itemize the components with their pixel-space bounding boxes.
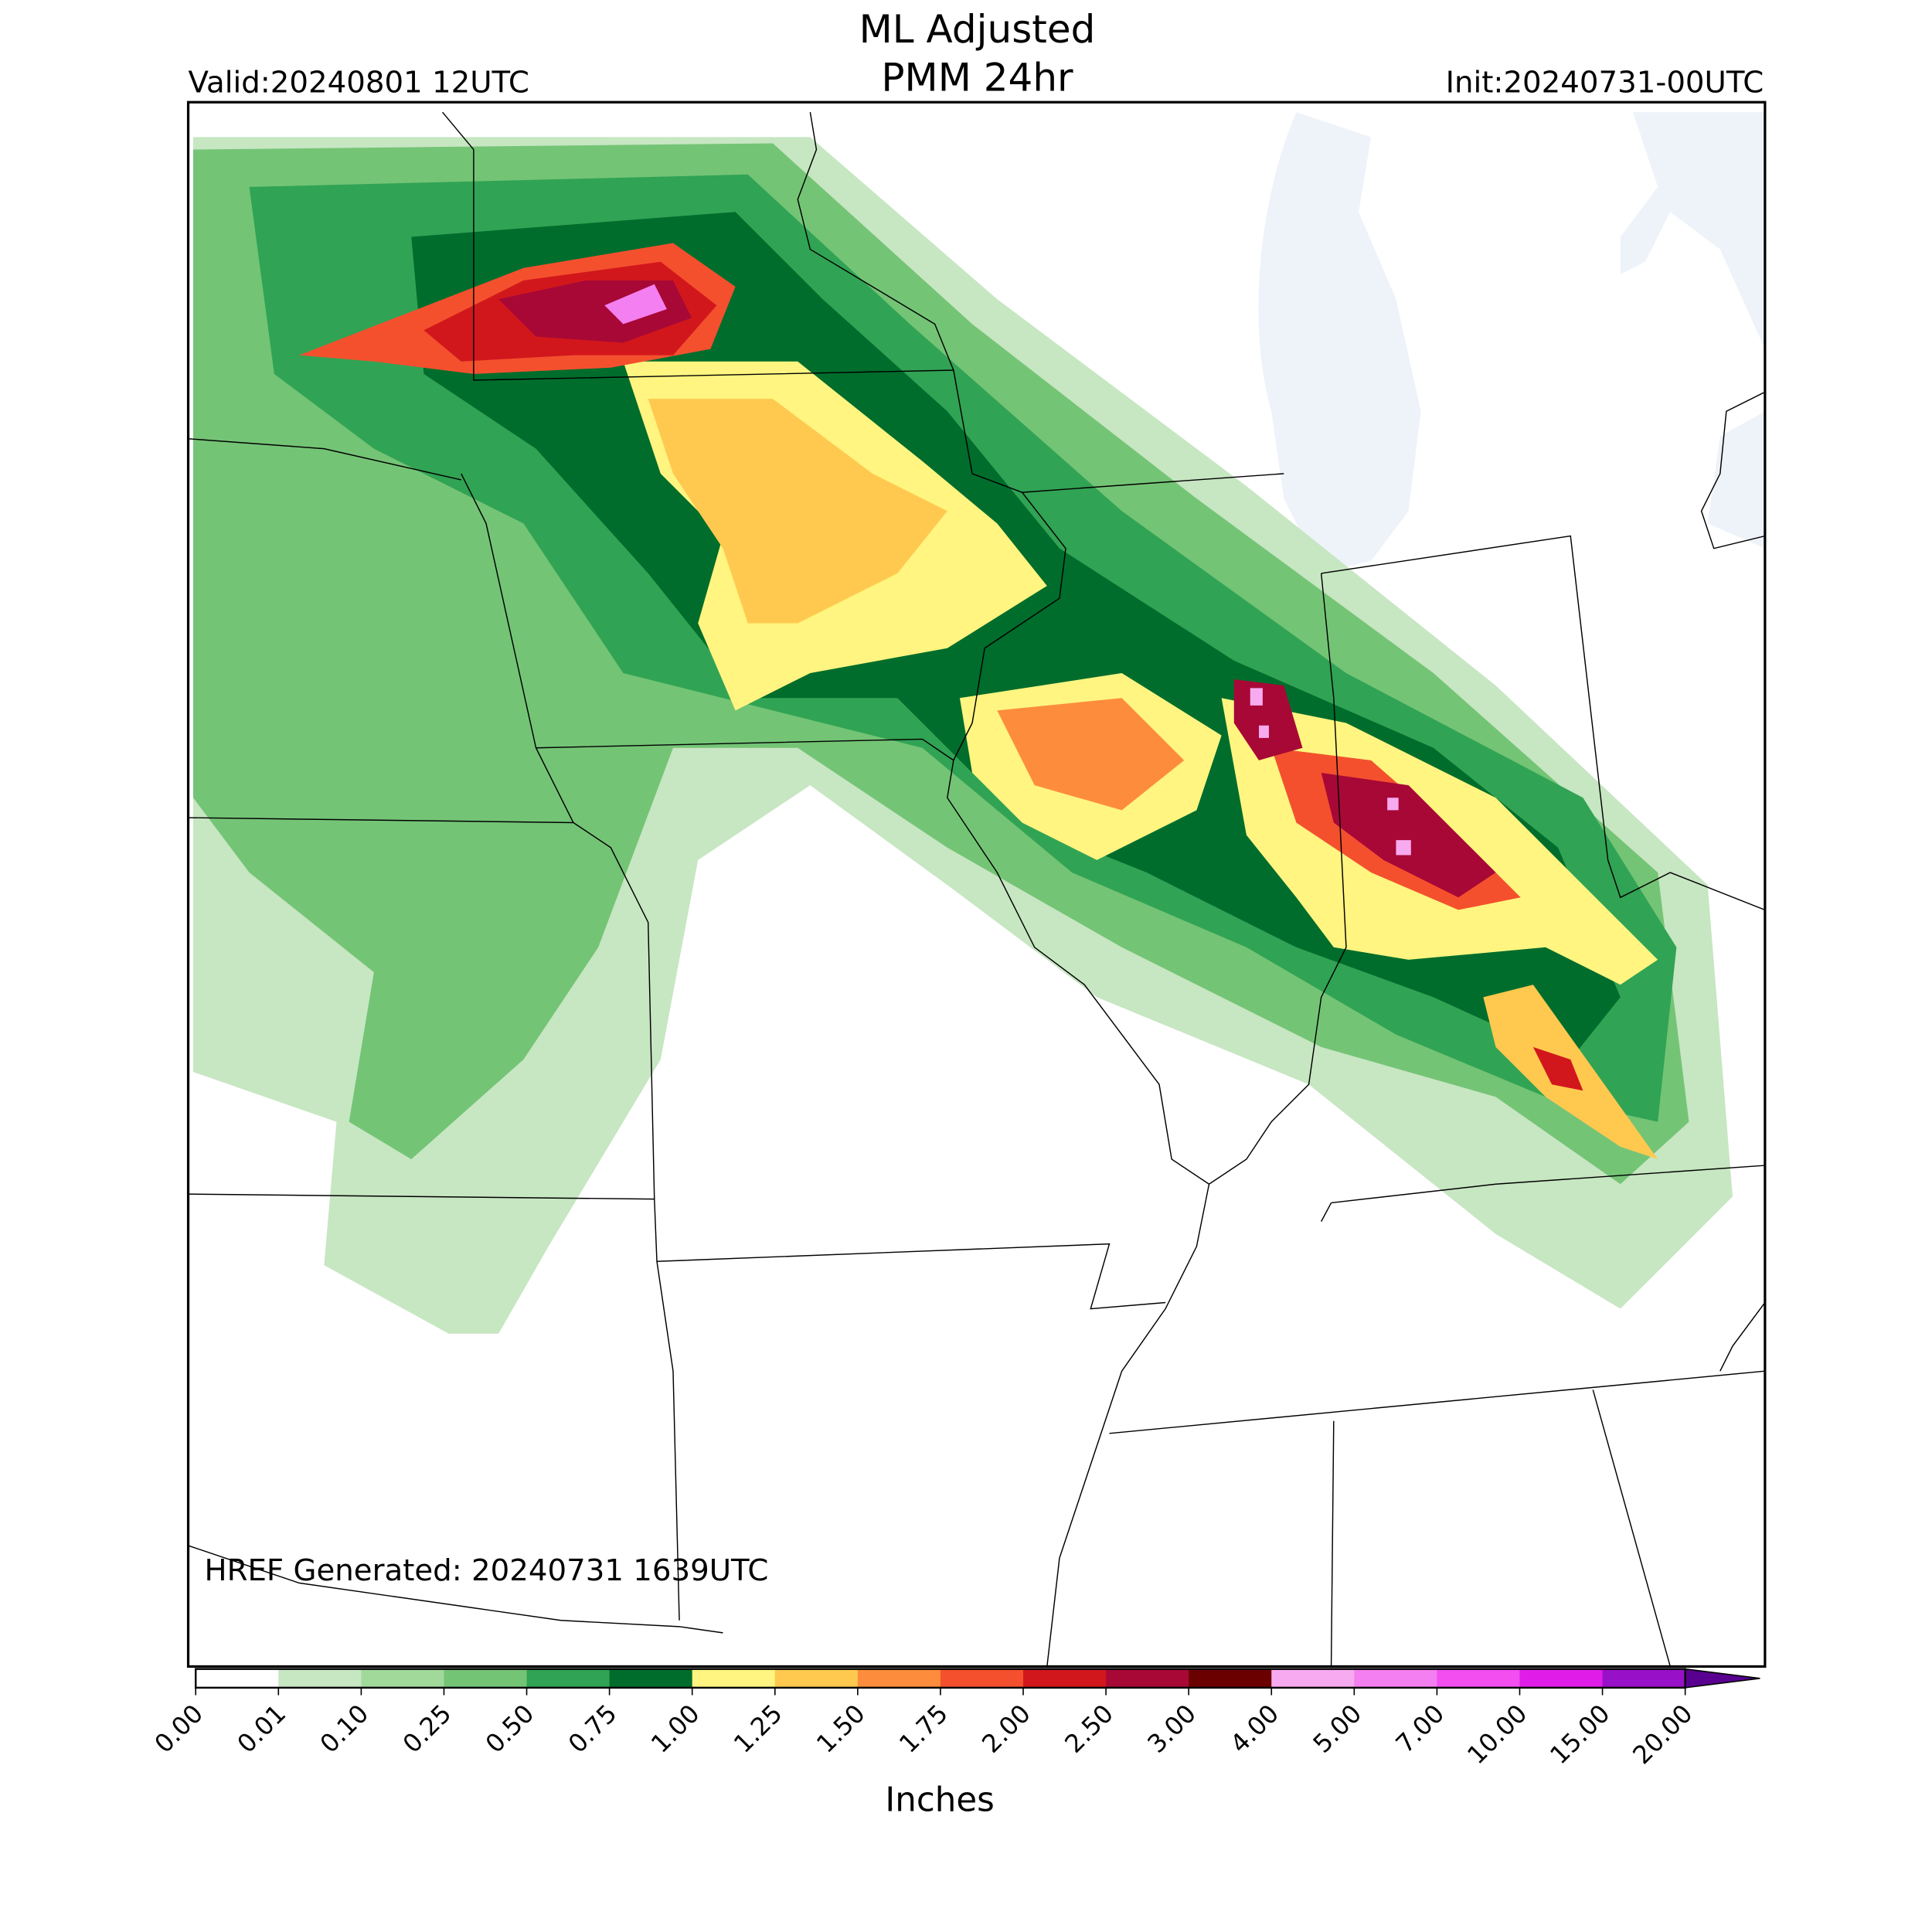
precip-area — [1532, 1046, 1583, 1091]
precip-area — [648, 399, 947, 624]
colorbar-segment — [1189, 1668, 1272, 1688]
colorbar-segment — [1354, 1668, 1437, 1688]
precip-area — [997, 698, 1185, 811]
title: ML Adjusted — [859, 7, 1096, 52]
colorbar-segment — [1602, 1668, 1686, 1688]
precip-area — [1321, 773, 1496, 898]
colorbar-segment — [857, 1668, 941, 1688]
title: PMM 24hr — [881, 56, 1073, 100]
init-time: Init:20240731-00UTC — [1446, 65, 1764, 100]
precip-area — [604, 284, 667, 325]
colorbar-segment — [774, 1668, 859, 1688]
generated-note: HREF Generated: 20240731 1639UTC — [205, 1553, 769, 1588]
colorbar-segment — [361, 1668, 444, 1688]
valid-time: Valid:20240801 12UTC — [189, 65, 529, 100]
colorbar-segment — [196, 1668, 279, 1688]
colorbar-segment — [278, 1668, 362, 1688]
colorbar-segment — [940, 1668, 1024, 1688]
lake — [1707, 411, 1765, 549]
colorbar-segment — [1519, 1668, 1604, 1688]
lake — [1620, 112, 1765, 349]
colorbar-segment — [526, 1668, 611, 1688]
colorbar-segment — [444, 1668, 528, 1688]
colorbar-label: Inches — [885, 1781, 994, 1820]
map: HREF Generated: 20240731 1639UTC — [186, 100, 1767, 1668]
map-frame — [186, 100, 1767, 1668]
map-content — [188, 111, 1765, 1667]
colorbar-segment — [1023, 1668, 1107, 1688]
colorbar-segment — [1437, 1668, 1520, 1688]
colorbar-segment — [692, 1668, 776, 1688]
colorbar-segment — [1271, 1668, 1355, 1688]
colorbar-segment — [609, 1668, 693, 1688]
colorbar-segment — [1106, 1668, 1189, 1688]
lake — [1258, 112, 1421, 573]
colorbar-frame — [195, 1668, 1686, 1689]
